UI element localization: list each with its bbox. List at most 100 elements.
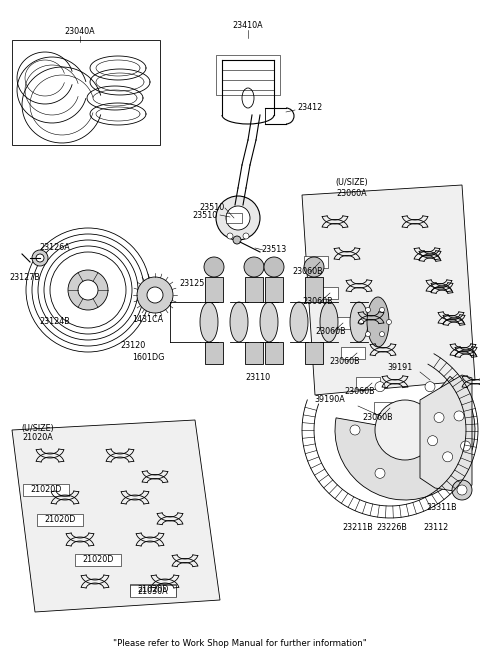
Text: 23510: 23510: [192, 211, 217, 220]
Text: 23040A: 23040A: [65, 28, 96, 37]
Circle shape: [359, 319, 363, 325]
Text: 21020D: 21020D: [82, 556, 114, 565]
Ellipse shape: [230, 302, 248, 342]
Text: 23060B: 23060B: [316, 327, 346, 337]
Ellipse shape: [320, 302, 338, 342]
Circle shape: [226, 206, 250, 230]
Ellipse shape: [244, 257, 264, 277]
Circle shape: [32, 250, 48, 266]
Text: 21020D: 21020D: [30, 485, 62, 495]
Bar: [130, 585, 176, 597]
Circle shape: [365, 332, 371, 337]
Polygon shape: [12, 420, 220, 612]
Circle shape: [227, 233, 233, 239]
Bar: [356, 377, 380, 389]
Ellipse shape: [367, 297, 389, 347]
Circle shape: [375, 468, 385, 478]
Text: 23120: 23120: [120, 340, 145, 350]
Bar: [205, 342, 223, 364]
Bar: [75, 554, 121, 566]
Circle shape: [425, 382, 435, 392]
Bar: [245, 277, 263, 302]
Circle shape: [78, 280, 98, 300]
Ellipse shape: [304, 257, 324, 277]
Polygon shape: [302, 185, 475, 395]
Text: 23410A: 23410A: [233, 22, 264, 30]
Text: 23060A: 23060A: [336, 188, 367, 197]
Text: 23060B: 23060B: [330, 358, 360, 367]
Text: 39191: 39191: [387, 363, 413, 373]
Text: 23124B: 23124B: [40, 318, 71, 327]
Circle shape: [443, 452, 453, 462]
Bar: [23, 484, 69, 496]
Text: 23311B: 23311B: [427, 504, 457, 512]
Circle shape: [375, 400, 435, 460]
Bar: [265, 277, 283, 302]
Bar: [12, 40, 160, 145]
Circle shape: [428, 436, 438, 445]
Bar: [341, 347, 365, 359]
Bar: [130, 584, 176, 596]
Wedge shape: [335, 377, 475, 500]
Circle shape: [68, 270, 108, 310]
Bar: [37, 514, 83, 526]
Circle shape: [375, 382, 385, 392]
Bar: [327, 317, 351, 329]
Bar: [226, 213, 242, 223]
Ellipse shape: [242, 88, 254, 108]
Text: 23060B: 23060B: [303, 298, 333, 306]
Text: 23226B: 23226B: [377, 523, 408, 533]
Text: 1601DG: 1601DG: [132, 354, 164, 363]
Ellipse shape: [350, 302, 368, 342]
Text: (U/SIZE): (U/SIZE): [22, 424, 54, 432]
Bar: [216, 55, 280, 95]
Bar: [265, 342, 283, 364]
Bar: [205, 277, 223, 302]
Text: 23513: 23513: [262, 245, 287, 255]
Polygon shape: [420, 375, 472, 492]
Ellipse shape: [290, 302, 308, 342]
Circle shape: [434, 413, 444, 422]
Text: 23127B: 23127B: [10, 274, 40, 283]
Text: 21020A: 21020A: [23, 434, 53, 443]
Text: 23510: 23510: [200, 203, 225, 213]
Text: 23211B: 23211B: [343, 523, 373, 533]
Ellipse shape: [260, 302, 278, 342]
Bar: [314, 287, 338, 299]
Bar: [245, 342, 263, 364]
Circle shape: [36, 254, 44, 262]
Text: 21020D: 21020D: [137, 586, 168, 594]
Circle shape: [461, 441, 470, 451]
Text: 23060B: 23060B: [363, 413, 393, 422]
Ellipse shape: [204, 257, 224, 277]
Text: 21030A: 21030A: [138, 586, 168, 596]
Circle shape: [454, 411, 464, 421]
Ellipse shape: [200, 302, 218, 342]
Text: (U/SIZE): (U/SIZE): [336, 178, 368, 188]
Circle shape: [365, 308, 371, 312]
Text: 21020D: 21020D: [44, 516, 76, 525]
Text: 23125: 23125: [180, 279, 204, 287]
Bar: [374, 402, 398, 414]
Circle shape: [147, 287, 163, 303]
Ellipse shape: [264, 257, 284, 277]
Circle shape: [425, 468, 435, 478]
Text: 23060B: 23060B: [345, 388, 375, 396]
Circle shape: [350, 425, 360, 435]
Circle shape: [457, 485, 467, 495]
Text: 23110: 23110: [245, 373, 271, 382]
Bar: [305, 342, 323, 364]
Bar: [305, 277, 323, 302]
Text: 23112: 23112: [423, 523, 449, 533]
Circle shape: [380, 308, 384, 312]
Text: 23126A: 23126A: [40, 243, 71, 253]
Circle shape: [233, 236, 241, 244]
Circle shape: [137, 277, 173, 313]
Circle shape: [450, 425, 460, 435]
Circle shape: [216, 196, 260, 240]
Text: 23412: 23412: [298, 104, 323, 112]
Circle shape: [452, 480, 472, 500]
Text: 1431CA: 1431CA: [132, 316, 164, 325]
Text: 39190A: 39190A: [314, 396, 346, 405]
Circle shape: [243, 233, 249, 239]
